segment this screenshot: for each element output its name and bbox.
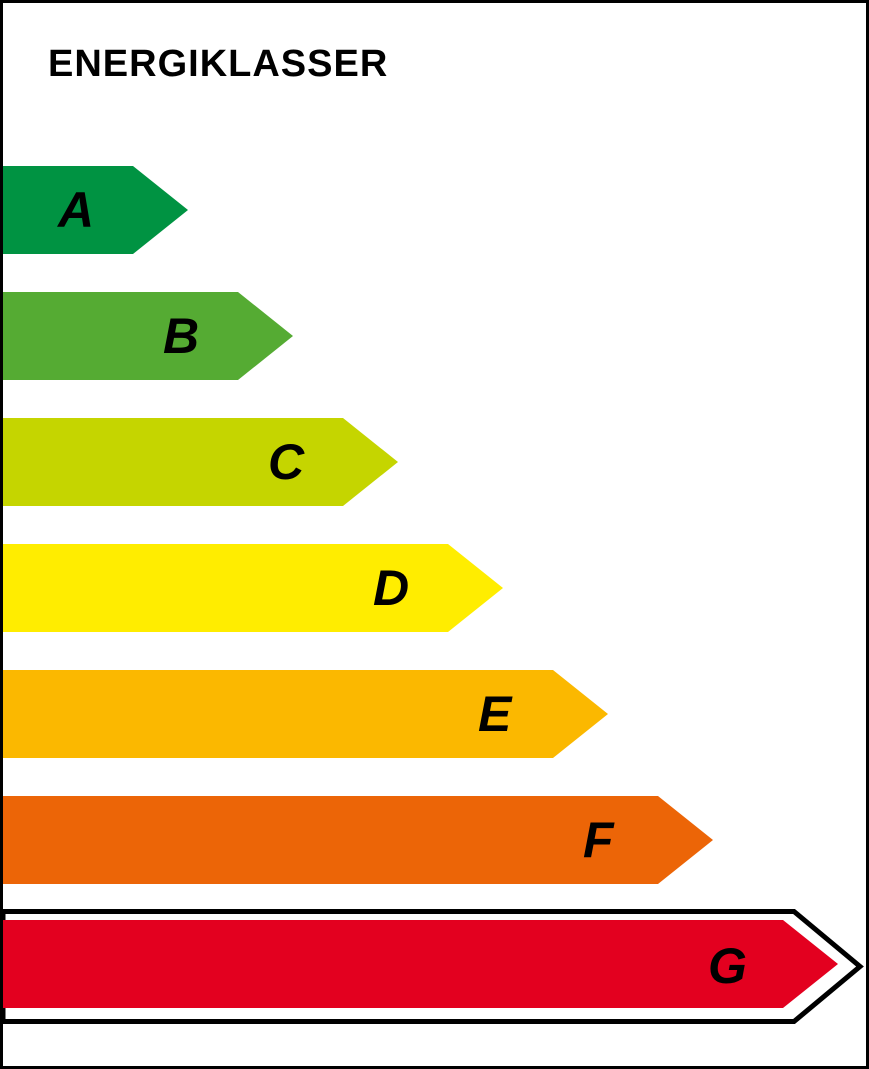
energy-class-label: A — [58, 181, 94, 239]
energy-class-row: C — [3, 418, 866, 506]
energy-class-row: D — [3, 544, 866, 632]
energy-arrow — [3, 544, 503, 632]
energy-arrow — [3, 670, 608, 758]
energy-class-label: C — [268, 433, 304, 491]
energy-class-row: E — [3, 670, 866, 758]
energy-label-container: ENERGIKLASSER A B C D E F G — [0, 0, 869, 1069]
energy-class-row: B — [3, 292, 866, 380]
energy-class-label: F — [583, 811, 614, 869]
energy-class-label: G — [708, 937, 747, 995]
energy-arrow — [3, 166, 188, 254]
energy-class-row: F — [3, 796, 866, 884]
energy-class-label: B — [163, 307, 199, 365]
energy-class-label: D — [373, 559, 409, 617]
energy-class-label: E — [478, 685, 511, 743]
page-title: ENERGIKLASSER — [48, 43, 866, 86]
energy-class-row: G — [3, 922, 866, 1010]
energy-arrow — [3, 292, 293, 380]
energy-classes: A B C D E F G — [3, 166, 866, 1010]
energy-arrow — [3, 418, 398, 506]
energy-class-row: A — [3, 166, 866, 254]
